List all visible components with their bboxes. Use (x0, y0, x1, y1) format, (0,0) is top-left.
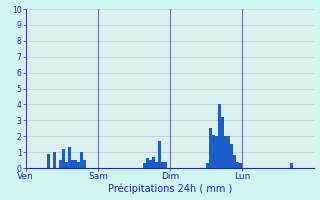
Bar (221, 117, 224, 168)
Bar (206, 163, 209, 168)
Bar (59, 160, 62, 168)
Bar (80, 152, 83, 168)
Bar (47, 154, 50, 168)
Bar (209, 128, 212, 168)
Bar (233, 155, 236, 168)
Bar (239, 163, 242, 168)
Bar (230, 144, 233, 168)
Bar (212, 135, 215, 168)
Bar (146, 158, 149, 168)
Bar (227, 136, 230, 168)
Bar (83, 160, 86, 168)
Bar (155, 162, 158, 168)
Bar (68, 147, 71, 168)
Bar (215, 136, 218, 168)
X-axis label: Précipitations 24h ( mm ): Précipitations 24h ( mm ) (108, 184, 232, 194)
Bar (149, 160, 152, 168)
Bar (224, 136, 227, 168)
Bar (53, 152, 56, 168)
Bar (152, 157, 155, 168)
Bar (161, 162, 164, 168)
Bar (62, 149, 65, 168)
Bar (218, 104, 221, 168)
Bar (236, 162, 239, 168)
Bar (158, 141, 161, 168)
Bar (77, 162, 80, 168)
Bar (71, 160, 74, 168)
Bar (164, 162, 167, 168)
Bar (65, 162, 68, 168)
Bar (290, 163, 293, 168)
Bar (143, 163, 146, 168)
Bar (74, 160, 77, 168)
